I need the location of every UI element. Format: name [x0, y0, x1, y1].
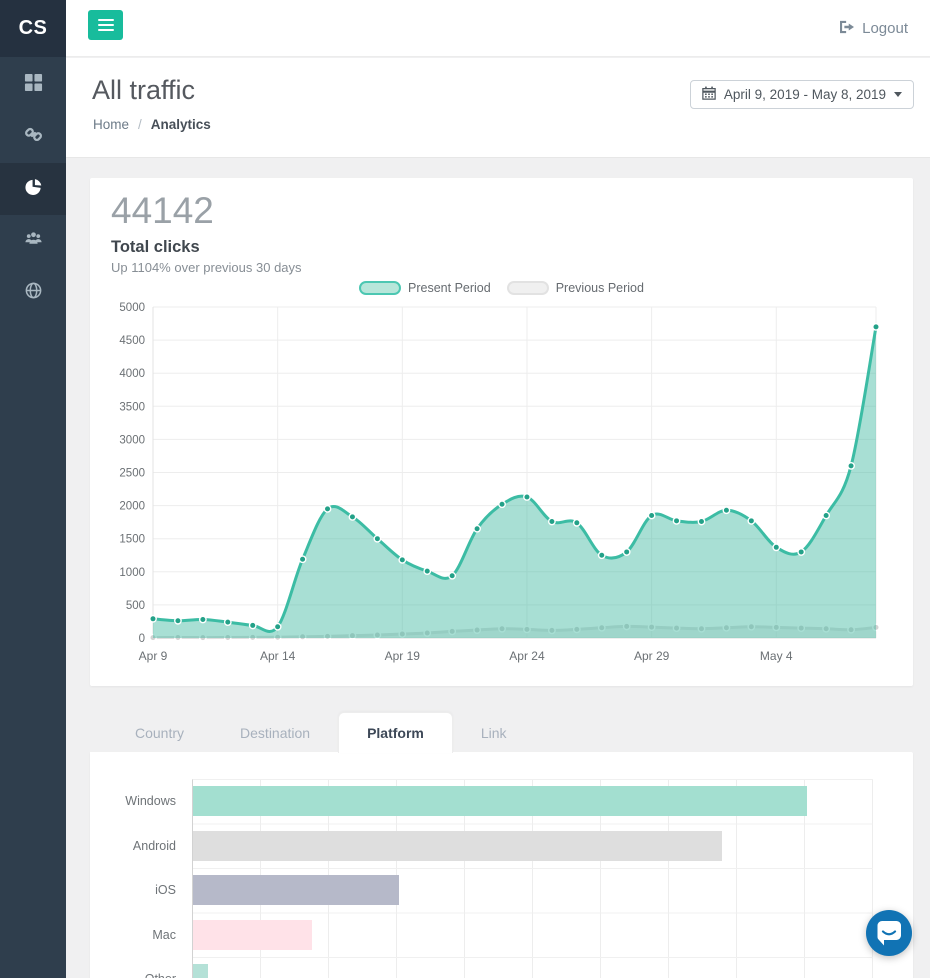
- bar-row-windows: Windows: [90, 779, 873, 824]
- main-content: 44142 Total clicks Up 1104% over previou…: [66, 158, 930, 978]
- breadcrumb-home-link[interactable]: Home: [93, 117, 130, 132]
- svg-text:2500: 2500: [119, 468, 145, 480]
- platform-chart-card: Windows Android iOS Mac Other: [90, 752, 913, 978]
- bar: [193, 919, 312, 950]
- link-icon: [24, 125, 43, 149]
- logout-link[interactable]: Logout: [839, 0, 908, 57]
- legend-previous-period: Previous Period: [506, 281, 644, 295]
- sidebar-item-links[interactable]: [0, 111, 66, 163]
- bar-label: Windows: [125, 794, 176, 808]
- total-clicks-card: 44142 Total clicks Up 1104% over previou…: [90, 178, 913, 686]
- report-tabs: Country Destination Platform Link: [107, 712, 535, 753]
- bar: [193, 786, 807, 816]
- svg-text:Apr 24: Apr 24: [509, 649, 545, 663]
- topbar: Logout: [66, 0, 930, 57]
- platform-bar-chart: Windows Android iOS Mac Other: [90, 779, 873, 978]
- tab-link[interactable]: Link: [480, 724, 507, 741]
- present-period-swatch: [359, 281, 402, 295]
- caret-down-icon: [894, 92, 902, 97]
- bar-row-other: Other: [90, 957, 873, 978]
- svg-text:Apr 14: Apr 14: [260, 649, 296, 663]
- breadcrumb: Home / Analytics: [93, 117, 211, 132]
- bar-row-ios: iOS: [90, 868, 873, 913]
- calendar-icon: [702, 86, 716, 103]
- pie-chart-icon: [24, 177, 43, 201]
- tab-platform[interactable]: Platform: [338, 712, 453, 753]
- date-range-button[interactable]: April 9, 2019 - May 8, 2019: [689, 80, 914, 109]
- bar-label: Other: [90, 957, 185, 978]
- sign-out-icon: [839, 20, 855, 38]
- bar-label: Mac: [152, 927, 176, 942]
- total-clicks-label: Total clicks: [111, 238, 200, 256]
- svg-text:0: 0: [139, 633, 145, 645]
- bar-track: [185, 957, 873, 978]
- sidebar-item-analytics[interactable]: [0, 163, 66, 215]
- legend-present-period: Present Period: [359, 281, 491, 295]
- bar: [193, 875, 400, 905]
- svg-text:May 4: May 4: [760, 649, 793, 663]
- total-clicks-value: 44142: [111, 190, 214, 231]
- svg-text:4500: 4500: [119, 335, 145, 347]
- svg-text:500: 500: [126, 600, 145, 612]
- bar-track: [185, 913, 873, 958]
- bar-track: [185, 779, 873, 824]
- svg-text:Apr 29: Apr 29: [634, 649, 670, 663]
- sidebar-item-users[interactable]: [0, 215, 66, 267]
- date-range-label: April 9, 2019 - May 8, 2019: [723, 87, 886, 102]
- chart-legend: Present Period Previous Period: [90, 281, 913, 295]
- svg-text:3500: 3500: [119, 401, 145, 413]
- sidebar-item-domains[interactable]: [0, 267, 66, 319]
- bar-track: [185, 824, 873, 869]
- bar-label: iOS: [155, 883, 176, 897]
- bar: [193, 964, 209, 978]
- previous-period-label: Previous Period: [555, 281, 644, 295]
- present-period-label: Present Period: [408, 281, 491, 295]
- grid-icon: [24, 73, 43, 97]
- bar-row-mac: Mac: [90, 913, 873, 958]
- chat-bubble-icon: [866, 921, 912, 960]
- svg-text:2000: 2000: [119, 501, 145, 513]
- svg-text:4000: 4000: [119, 368, 145, 380]
- svg-text:Apr 9: Apr 9: [139, 649, 168, 663]
- previous-period-swatch: [506, 281, 549, 295]
- bar-track: [185, 868, 873, 913]
- menu-toggle-button[interactable]: [88, 10, 123, 40]
- bar-label: Android: [132, 838, 176, 853]
- globe-icon: [24, 281, 43, 305]
- tab-destination[interactable]: Destination: [240, 724, 311, 741]
- total-clicks-subtitle: Up 1104% over previous 30 days: [111, 260, 302, 275]
- breadcrumb-separator: /: [138, 117, 142, 132]
- logout-label: Logout: [862, 20, 908, 37]
- traffic-line-chart: 0 500 1000 1500 2000 2500 3000 3500 4000 4500 5000…: [119, 302, 880, 663]
- svg-text:3000: 3000: [119, 434, 145, 446]
- bar-row-android: Android: [90, 824, 873, 869]
- sidebar-item-dashboard[interactable]: [0, 59, 66, 111]
- bar: [193, 830, 722, 861]
- page-title: All traffic: [92, 75, 196, 105]
- svg-text:1000: 1000: [119, 567, 145, 579]
- breadcrumb-current: Analytics: [150, 117, 211, 132]
- page-header: All traffic Home / Analytics April 9, 20…: [66, 58, 930, 158]
- app-logo[interactable]: CS: [0, 0, 66, 57]
- users-icon: [24, 229, 43, 253]
- chat-widget-button[interactable]: [866, 910, 912, 956]
- tab-country[interactable]: Country: [135, 724, 185, 741]
- svg-text:Apr 19: Apr 19: [385, 649, 421, 663]
- svg-text:1500: 1500: [119, 534, 145, 546]
- sidebar: CS: [0, 0, 66, 978]
- svg-text:5000: 5000: [119, 302, 145, 314]
